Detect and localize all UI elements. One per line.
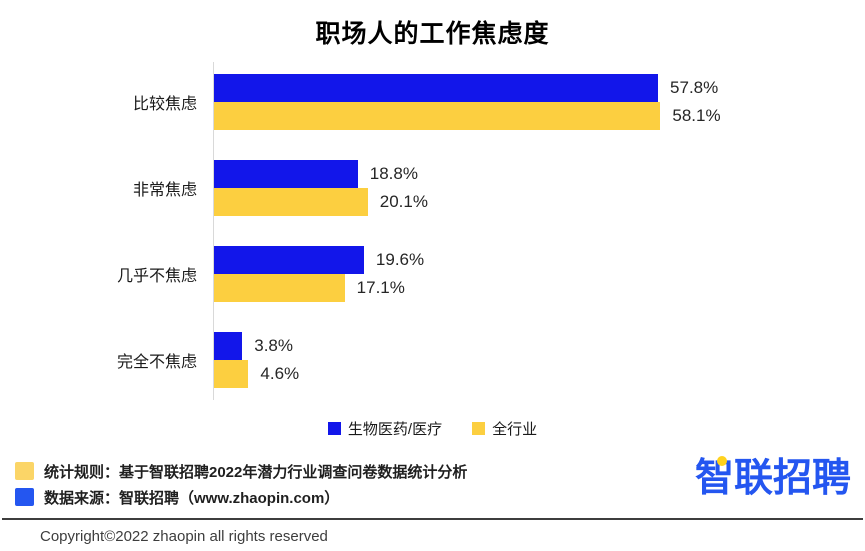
legend: 生物医药/医疗 全行业: [0, 418, 865, 439]
stat-rule-row: 统计规则：基于智联招聘2022年潜力行业调查问卷数据统计分析: [15, 459, 865, 483]
bar-line: 3.8%: [213, 332, 865, 360]
bar-biomedical: [213, 246, 364, 274]
bar-group: 几乎不焦虑 19.6% 17.1%: [0, 246, 865, 302]
bars: 19.6% 17.1%: [213, 246, 865, 302]
bar-chart: 比较焦虑 57.8% 58.1% 非常焦虑 18.8% 20.1% 几乎不焦虑 19.6% 17…: [0, 62, 865, 400]
category-label: 几乎不焦虑: [116, 268, 197, 285]
value-label: 17.1%: [356, 278, 405, 297]
bar-all-industry: [213, 274, 345, 302]
separator-line: [2, 518, 863, 520]
bars: 18.8% 20.1%: [213, 160, 865, 216]
category-label: 完全不焦虑: [116, 354, 197, 371]
legend-item-all-industry: 全行业: [472, 418, 537, 439]
value-label: 20.1%: [379, 192, 428, 211]
bar-line: 18.8%: [213, 160, 865, 188]
bar-all-industry: [213, 102, 661, 130]
bar-biomedical: [213, 332, 243, 360]
bar-line: 20.1%: [213, 188, 865, 216]
stat-rule-text: 统计规则：基于智联招聘2022年潜力行业调查问卷数据统计分析: [44, 463, 468, 481]
zhaopin-logo: 智联招聘: [695, 456, 855, 502]
value-label: 3.8%: [254, 336, 293, 355]
value-label: 57.8%: [670, 78, 719, 97]
data-source-row: 数据来源：智联招聘（www.zhaopin.com）: [15, 485, 865, 509]
zhaopin-logo-ring-icon: [717, 456, 727, 466]
legend-label: 全行业: [492, 421, 538, 438]
legend-label: 生物医药/医疗: [347, 421, 443, 438]
bar-group: 比较焦虑 57.8% 58.1%: [0, 74, 865, 130]
bar-line: 57.8%: [213, 74, 865, 102]
category-label: 比较焦虑: [132, 96, 197, 113]
bar-line: 19.6%: [213, 246, 865, 274]
bar-all-industry: [213, 360, 249, 388]
bar-biomedical: [213, 160, 358, 188]
value-label: 4.6%: [260, 364, 300, 383]
bar-line: 17.1%: [213, 274, 865, 302]
blue-square-icon: [15, 488, 34, 506]
bar-line: 58.1%: [213, 102, 865, 130]
bar-group: 非常焦虑 18.8% 20.1%: [0, 160, 865, 216]
bar-line: 4.6%: [213, 360, 865, 388]
bars: 3.8% 4.6%: [213, 332, 865, 388]
bar-group: 完全不焦虑 3.8% 4.6%: [0, 332, 865, 388]
legend-item-biomedical: 生物医药/医疗: [327, 418, 443, 439]
value-label: 18.8%: [369, 164, 418, 183]
chart-title: 职场人的工作焦虑度: [315, 20, 550, 48]
category-label: 非常焦虑: [132, 182, 197, 199]
y-axis-line: [213, 62, 214, 400]
value-label: 58.1%: [672, 106, 721, 125]
value-label: 19.6%: [375, 250, 425, 269]
legend-swatch-blue-icon: [327, 422, 341, 435]
legend-swatch-yellow-icon: [472, 422, 486, 435]
bar-groups: 比较焦虑 57.8% 58.1% 非常焦虑 18.8% 20.1% 几乎不焦虑 19.6% 17…: [0, 62, 865, 388]
bars: 57.8% 58.1%: [213, 74, 865, 130]
yellow-square-icon: [15, 462, 34, 480]
bar-biomedical: [213, 74, 659, 102]
data-source-text: 数据来源：智联招聘（www.zhaopin.com）: [44, 489, 340, 507]
bar-all-industry: [213, 188, 368, 216]
copyright-text: Copyright©2022 zhaopin all rights reserv…: [40, 528, 328, 545]
footer-notes: 统计规则：基于智联招聘2022年潜力行业调查问卷数据统计分析 数据来源：智联招聘…: [0, 459, 865, 509]
